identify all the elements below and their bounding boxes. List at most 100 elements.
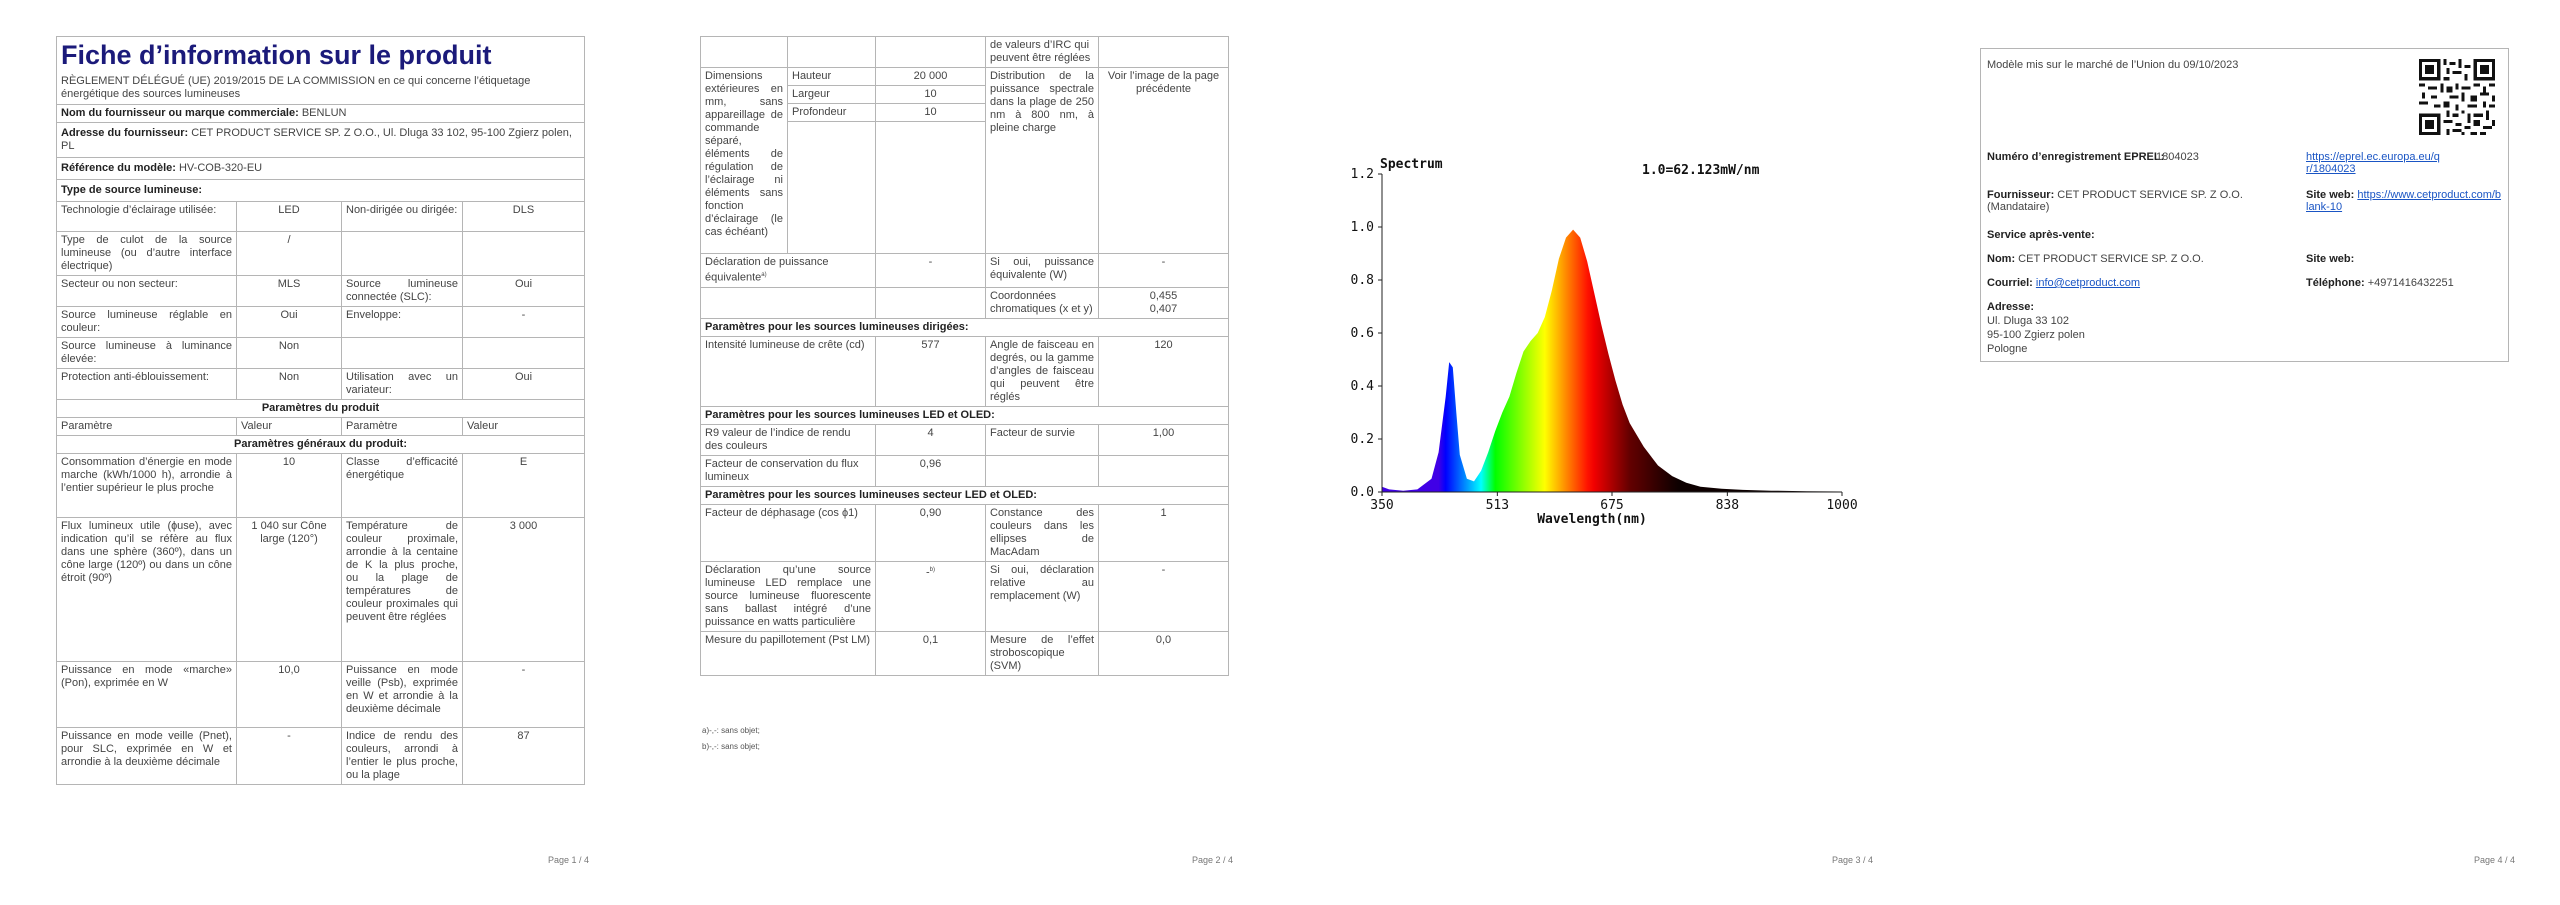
table-row: Source lumineuse réglable en couleur: Oui… [56, 306, 585, 338]
flux-maintenance-label: Facteur de conservation du flux lumineux [700, 454, 876, 487]
param-value: - [236, 727, 342, 785]
phone-label: Téléphone: [2306, 277, 2365, 289]
eprel-link[interactable]: https://eprel.ec.europa.eu/qr/1804023 [2306, 151, 2440, 175]
address-line: Pologne [1987, 343, 2028, 355]
name-value: CET PRODUCT SERVICE SP. Z O.O. [2018, 253, 2204, 265]
row-value: / [236, 231, 342, 276]
y-tick-label: 0.4 [1351, 379, 1375, 394]
site-web-label-2: Site web: [2306, 253, 2355, 265]
param-label: Consommation d’énergie en mode marche (k… [56, 453, 237, 518]
supplier-name-value: BENLUN [301, 107, 347, 119]
spectrum-chart: 0.0 0.2 0.4 0.6 0.8 1.0 1.2 350 513 675 838 1000 Spe… [1351, 157, 1858, 527]
phone-value: +4971416432251 [2367, 277, 2454, 289]
flicker-label: Mesure du papillotement (Pst LM) [700, 630, 876, 676]
page-number: Page 1 / 4 [548, 855, 590, 865]
displacement-factor-label: Facteur de déphasage (cos ϕ1) [700, 503, 876, 562]
row-label-2: Utilisation avec un variateur: [341, 368, 463, 400]
cri-range-continuation: de valeurs d’IRC qui peuvent être réglée… [985, 36, 1099, 68]
mail-label: Courriel: [1987, 277, 2033, 289]
eprel-box: Modèle mis sur le marché de l’Union du 0… [1980, 48, 2509, 362]
table-row: Flux lumineux utile (ɸuse), avec indicat… [56, 517, 585, 662]
chart-title: Spectrum [1380, 157, 1443, 172]
equivalent-power-w-value: - [1098, 253, 1229, 288]
x-axis-label: Wavelength(nm) [1537, 512, 1647, 527]
x-tick-label: 838 [1716, 498, 1739, 513]
col-header-value: Valeur [236, 417, 342, 436]
eprel-value: 1804023 [2156, 151, 2199, 163]
spectrum-area [1382, 229, 1842, 492]
row-label-2 [341, 231, 463, 276]
y-tick-label: 1.0 [1351, 220, 1374, 235]
row-value-2 [462, 337, 585, 369]
phone-row: Téléphone: +4971416432251 [2306, 277, 2454, 289]
page-1: Fiche d’information sur le produit RÈGLE… [0, 0, 640, 905]
row-label: Technologie d’éclairage utilisée: [56, 201, 237, 232]
mail-row: Courriel: info@cetproduct.com [1987, 277, 2140, 289]
param-value-2: 3 000 [462, 517, 585, 662]
after-sales-heading: Service après-vente: [1987, 229, 2095, 241]
source-type-label: Type de source lumineuse: [56, 179, 585, 202]
name-row: Nom: CET PRODUCT SERVICE SP. Z O.O. [1987, 253, 2204, 265]
table-row: Type de culot de la source lumineuse (ou… [56, 231, 585, 276]
product-info-table-p2: de valeurs d’IRC qui peuvent être réglée… [700, 36, 1229, 676]
dim-value: 10 [875, 103, 986, 122]
equivalent-power-decl: - [875, 253, 986, 288]
row-value: Non [236, 368, 342, 400]
footnote-a: a)-,-: sans objet; [702, 726, 760, 735]
spectral-value: Voir l’image de la page précédente [1098, 67, 1229, 254]
y-tick-label: 0.8 [1351, 273, 1374, 288]
param-label-2: Classe d’efficacité énergétique [341, 453, 463, 518]
peak-intensity-value: 577 [875, 335, 986, 407]
table-row: Puissance en mode «marche» (Pon), exprim… [56, 661, 585, 728]
replacement-w-label: Si oui, déclaration relative au remplace… [985, 560, 1099, 632]
y-tick-label: 0.6 [1351, 326, 1374, 341]
row-value: Oui [236, 306, 342, 338]
row-label-2 [341, 337, 463, 369]
page-number: Page 2 / 4 [1192, 855, 1234, 865]
supplier-address-value: CET PRODUCT SERVICE SP. Z O.O., Ul. Dlug… [61, 127, 572, 152]
row-value: Non [236, 337, 342, 369]
table-row: Consommation d’énergie en mode marche (k… [56, 453, 585, 518]
mail-link[interactable]: info@cetproduct.com [2035, 277, 2141, 289]
r9-label: R9 valeur de l’indice de rendu des coule… [700, 423, 876, 456]
directional-heading: Paramètres pour les sources lumineuses d… [700, 317, 1229, 337]
replacement-claim-value: -b) [875, 560, 986, 632]
row-label: Type de culot de la source lumineuse (ou… [56, 231, 237, 276]
equivalent-power-w-label: Si oui, puissance équivalente (W) [985, 253, 1099, 288]
page-number: Page 4 / 4 [2474, 855, 2516, 865]
replacement-claim-label: Déclaration qu’une source lumineuse LED … [700, 560, 876, 632]
table-row: Technologie d’éclairage utilisée: LED Non-… [56, 201, 585, 232]
flux-maintenance-value: 0,96 [875, 454, 986, 487]
page-3: 0.0 0.2 0.4 0.6 0.8 1.0 1.2 350 513 675 838 1000 Spe… [1280, 0, 1920, 905]
market-date: Modèle mis sur le marché de l’Union du 0… [1987, 59, 2239, 71]
dim-value: 20 000 [875, 67, 986, 86]
displacement-factor-value: 0,90 [875, 503, 986, 562]
row-value-2: Oui [462, 275, 585, 307]
website-link[interactable]: https://www.cetproduct.com/blank-10 [2306, 189, 2502, 213]
x-tick-label: 1000 [1826, 498, 1857, 513]
product-info-table-p1: Fiche d’information sur le produit RÈGLE… [56, 36, 585, 785]
dim-name: Largeur [787, 85, 876, 104]
color-consistency-label: Constance des couleurs dans les ellipses… [985, 503, 1099, 562]
row-label: Source lumineuse réglable en couleur: [56, 306, 237, 338]
address-line: 95-100 Zgierz polen [1987, 329, 2085, 341]
col-header-value-2: Valeur [462, 417, 585, 436]
supplier-label: Fournisseur: [1987, 189, 2055, 201]
y-tick-label: 0.2 [1351, 432, 1374, 447]
table-row: Protection anti-éblouissement: Non Utilisa… [56, 368, 585, 400]
param-label: Puissance en mode «marche» (Pon), exprim… [56, 661, 237, 728]
row-label-2: Source lumineuse connectée (SLC): [341, 275, 463, 307]
supplier-row: Fournisseur: CET PRODUCT SERVICE SP. Z O… [1987, 189, 2287, 213]
website-label: Site web: [2306, 189, 2355, 201]
param-label-2: Température de couleur proximale, arrond… [341, 517, 463, 662]
mains-heading: Paramètres pour les sources lumineuses s… [700, 485, 1229, 505]
equivalent-power-label: Déclaration de puissance équivalentea) [700, 253, 876, 288]
eprel-label: Numéro d’enregistrement EPREL: [1987, 151, 2165, 163]
y-tick-label: 1.2 [1351, 167, 1374, 182]
row-label-2: Non-dirigée ou dirigée: [341, 201, 463, 232]
document-title: Fiche d’information sur le produit [61, 40, 492, 70]
param-label: Puissance en mode veille (Pnet), pour SL… [56, 727, 237, 785]
param-label-2: Puissance en mode veille (Psb), exprimée… [341, 661, 463, 728]
r9-value: 4 [875, 423, 986, 456]
row-value: LED [236, 201, 342, 232]
